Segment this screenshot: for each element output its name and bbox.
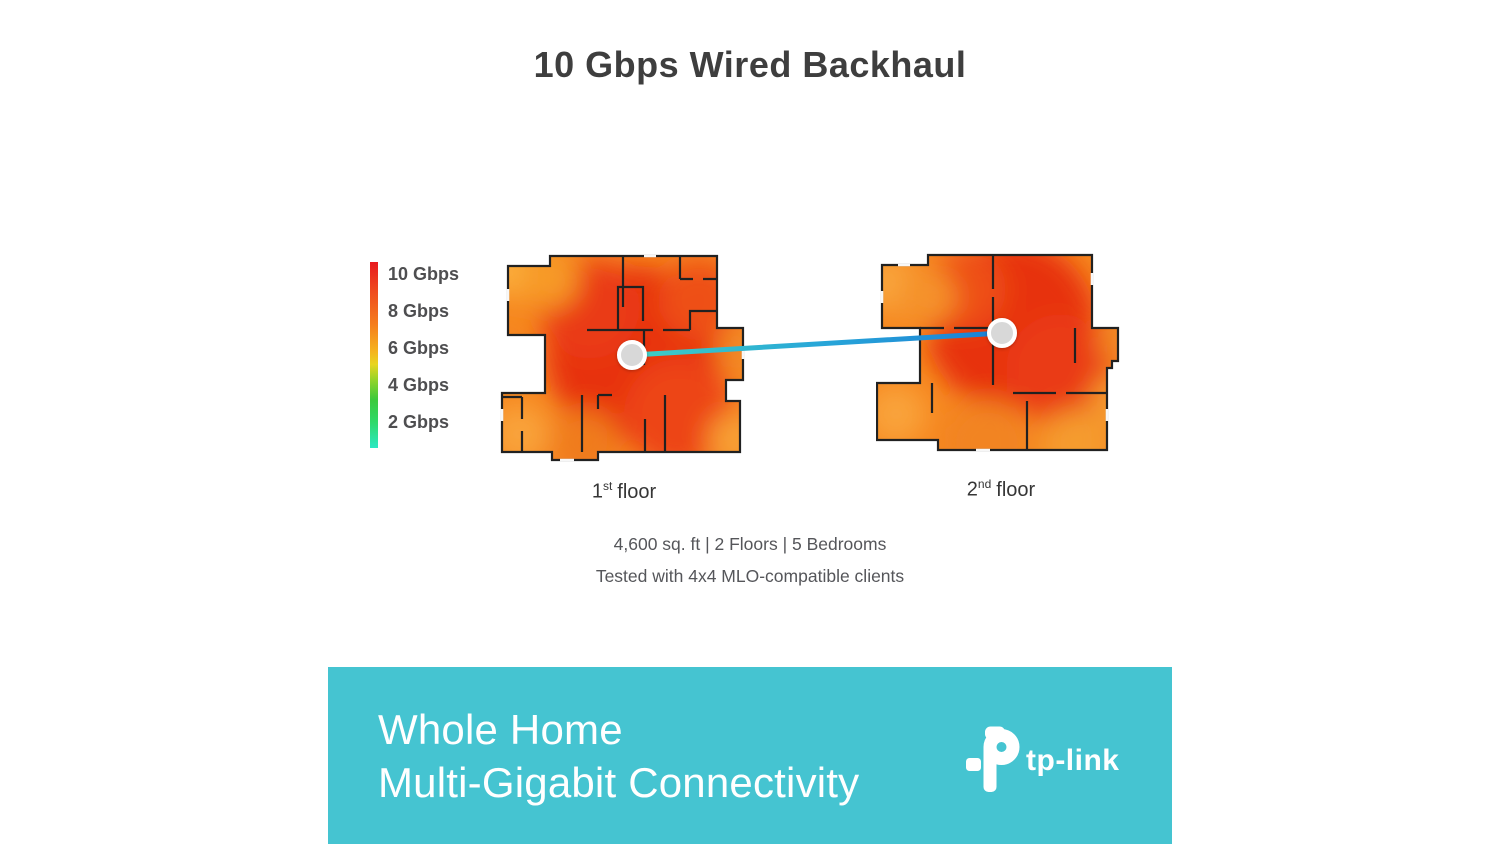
heatmap-fill [877, 255, 1118, 450]
bottom-banner: Whole Home Multi-Gigabit Connectivity tp… [328, 667, 1172, 844]
floor-2-interior-walls [920, 255, 1107, 450]
floor-2-ordinal: nd [977, 477, 992, 491]
floor-2-number: 2 [966, 478, 978, 501]
home-specs-caption: 4,600 sq. ft | 2 Floors | 5 Bedrooms [613, 534, 887, 554]
floor-2-label: 2nd floor [876, 477, 1126, 502]
floor-plan-1-heatmap [500, 254, 745, 462]
legend-item-2gbps: 2 Gbps [388, 412, 450, 432]
floor-1-number: 1 [591, 480, 603, 503]
legend-item-10gbps: 10 Gbps [388, 264, 460, 284]
floor-1-label: 1st floor [494, 479, 754, 504]
floor-1-interior-walls [502, 256, 717, 452]
tp-link-logo: tp-link [966, 726, 1120, 792]
legend-gradient-bar [370, 262, 378, 448]
legend-item-4gbps: 4 Gbps [388, 375, 450, 395]
test-note-caption: Tested with 4x4 MLO-compatible clients [595, 566, 905, 586]
legend-item-8gbps: 8 Gbps [388, 301, 450, 321]
banner-line-2: Multi-Gigabit Connectivity [378, 759, 860, 806]
speed-legend: 10 Gbps 8 Gbps 6 Gbps 4 Gbps 2 Gbps [366, 262, 486, 448]
page-title: 10 Gbps Wired Backhaul [533, 44, 967, 85]
floor-2-outline [876, 253, 1120, 452]
floor-1-word: floor [617, 480, 657, 503]
legend-item-6gbps: 6 Gbps [388, 338, 450, 358]
banner-line-1: Whole Home [378, 706, 623, 753]
tp-link-wordmark: tp-link [1026, 744, 1120, 777]
floor-1-ordinal: st [602, 479, 613, 493]
floor-plan-2-heatmap [876, 253, 1120, 452]
floor-2-word: floor [996, 478, 1036, 501]
tp-link-logo-icon [966, 726, 1020, 792]
floor-2-door-gaps [880, 263, 1109, 452]
floor-1-door-gaps [500, 254, 745, 462]
banner-text: Whole Home Multi-Gigabit Connectivity [378, 703, 859, 809]
